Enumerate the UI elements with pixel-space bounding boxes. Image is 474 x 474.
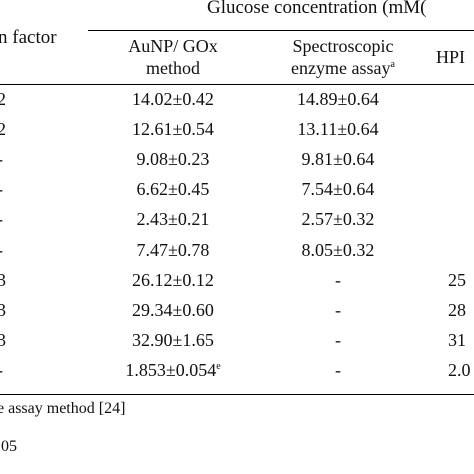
spectroscopic-value-cell: - <box>335 359 341 380</box>
aunp-gox-column-header: AuNP/ GOx method <box>108 35 238 79</box>
header-rule <box>0 84 474 85</box>
aunp-gox-value: 12.61±0.54 <box>132 119 214 140</box>
spectroscopic-value-cell: - <box>335 299 341 320</box>
dilution-factor-cell: 3 <box>0 299 6 320</box>
hplc-value-cell: 25 <box>448 269 466 290</box>
dilution-factor-cell: - <box>0 360 3 381</box>
glucose-concentration-header: Glucose concentration (mM( <box>207 0 427 18</box>
aunp-gox-value: 2.43±0.21 <box>136 209 210 230</box>
dilution-factor-cell: - <box>0 209 3 230</box>
spectroscopic-value-cell: 13.11±0.64 <box>297 119 379 140</box>
factor-column-header: n factor <box>0 27 57 48</box>
hplc-column-header: HPI <box>436 47 466 67</box>
aunp-gox-value: 6.62±0.45 <box>136 179 210 200</box>
spectroscopic-value-cell: 8.05±0.32 <box>301 239 375 260</box>
spectroscopic-header-line2: enzyme assaya <box>291 58 395 78</box>
dilution-factor-cell: - <box>0 240 3 261</box>
footnote-marker: e <box>216 360 221 372</box>
dilution-factor-cell: 3 <box>0 269 6 290</box>
spectroscopic-value-cell: 2.57±0.32 <box>301 209 375 230</box>
aunp-gox-value-cell: 32.90±1.65 <box>118 330 228 351</box>
aunp-gox-value: 32.90±1.65 <box>132 329 214 350</box>
footnote-line-2: .05 <box>0 438 17 455</box>
aunp-gox-value-cell: 2.43±0.21 <box>118 209 228 230</box>
table-bottom-rule <box>0 394 474 395</box>
aunp-gox-value: 9.08±0.23 <box>136 149 210 170</box>
aunp-gox-value-cell: 29.34±0.60 <box>118 300 228 321</box>
aunp-gox-value-cell: 9.08±0.23 <box>118 149 228 170</box>
spectroscopic-header-line1: Spectroscopic <box>292 36 394 56</box>
aunp-gox-value-cell: 14.02±0.42 <box>118 89 228 110</box>
spectroscopic-column-header: Spectroscopic enzyme assaya <box>268 35 418 79</box>
aunp-gox-value-cell: 7.47±0.78 <box>118 240 228 261</box>
spectroscopic-value-cell: 7.54±0.64 <box>301 179 375 200</box>
aunp-gox-value: 14.02±0.42 <box>132 89 214 109</box>
spectroscopic-value-cell: 14.89±0.64 <box>297 89 379 109</box>
spectroscopic-value-cell: 9.81±0.64 <box>301 149 375 170</box>
dilution-factor-cell: - <box>0 149 3 170</box>
spectroscopic-value-cell: - <box>335 329 341 350</box>
footnote-line-1: e assay method [24] <box>0 400 126 417</box>
hplc-value-cell: 2.0 <box>448 359 471 380</box>
hplc-value-cell: 31 <box>448 329 466 350</box>
dilution-factor-cell: - <box>0 179 3 200</box>
aunp-gox-header-line1: AuNP/ GOx <box>128 36 218 56</box>
aunp-gox-value-cell: 26.12±0.12 <box>118 270 228 291</box>
aunp-gox-value-cell: 1.853±0.054e <box>118 360 228 381</box>
dilution-factor-cell: 2 <box>0 89 6 109</box>
dilution-factor-cell: 3 <box>0 329 6 350</box>
spectroscopic-value-cell: - <box>335 269 341 290</box>
aunp-gox-value-cell: 12.61±0.54 <box>118 119 228 140</box>
aunp-gox-value: 7.47±0.78 <box>136 239 210 260</box>
aunp-gox-value: 29.34±0.60 <box>132 299 214 320</box>
aunp-gox-value: 1.853±0.054 <box>125 359 217 380</box>
aunp-gox-header-line2: method <box>146 58 200 78</box>
group-divider <box>88 30 474 31</box>
aunp-gox-value-cell: 6.62±0.45 <box>118 179 228 200</box>
dilution-factor-cell: 2 <box>0 119 6 140</box>
hplc-value-cell: 28 <box>448 299 466 320</box>
aunp-gox-value: 26.12±0.12 <box>132 269 214 290</box>
